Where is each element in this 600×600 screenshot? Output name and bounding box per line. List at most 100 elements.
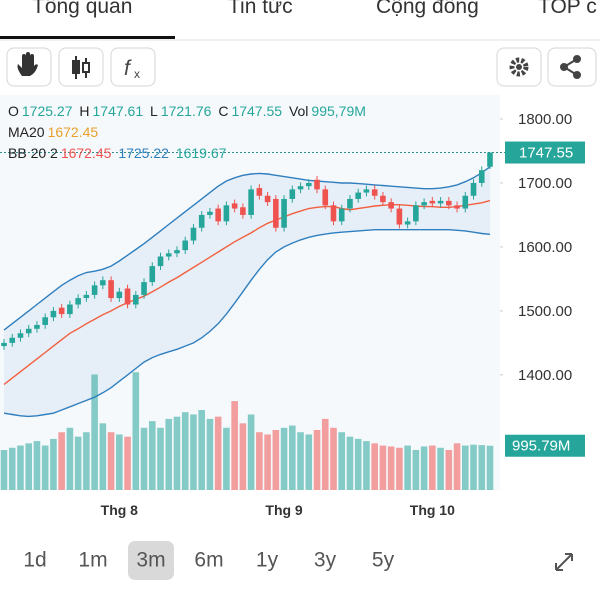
legend-key: O (8, 103, 19, 119)
function-icon: x (134, 67, 140, 81)
settings-icon (516, 64, 522, 70)
candle-body (190, 227, 197, 241)
volume-bar (239, 423, 247, 490)
candle-body (396, 208, 403, 225)
range-button[interactable]: 6m (194, 549, 223, 572)
volume-bar (50, 438, 57, 490)
candle-body (9, 337, 16, 343)
tab[interactable]: Cộng đồng (376, 0, 479, 18)
candle-body (67, 304, 73, 315)
candle-body (478, 170, 485, 183)
range-button[interactable]: 3y (314, 549, 337, 572)
volume-bar (8, 447, 16, 490)
legend-key: H (79, 103, 90, 119)
volume-bar (107, 432, 115, 490)
candle-body (91, 285, 98, 295)
candle-body (305, 182, 312, 187)
price-tag-label: 1747.55 (519, 145, 573, 162)
expand-icon[interactable] (555, 553, 573, 571)
candle-body (421, 202, 427, 206)
tab[interactable]: Tổng quan (32, 0, 132, 18)
volume-bar (83, 432, 90, 490)
candle-body (231, 203, 238, 209)
function-button[interactable] (110, 47, 156, 87)
candle-body (281, 198, 287, 228)
candle-body (17, 333, 24, 338)
y-tick-label: 1400.00 (518, 367, 572, 384)
range-button[interactable]: 1m (78, 549, 107, 572)
hand-icon (17, 52, 38, 76)
share-button[interactable] (547, 47, 597, 87)
volume-bar (116, 434, 123, 490)
volume-bar (17, 445, 24, 490)
candle-body (182, 240, 189, 251)
candle-button[interactable] (58, 47, 104, 87)
candle-body (240, 207, 246, 215)
legend: O 1725.27 H 1747.61 L 1721.76 C 1747.55 Vol 9… (8, 101, 369, 164)
volume-tag (505, 434, 585, 457)
volume-bar (264, 434, 271, 490)
range-button[interactable]: 1y (256, 549, 279, 572)
volume-bar (346, 436, 354, 490)
candle-body (347, 198, 353, 209)
volume-bar (272, 430, 280, 490)
y-tick-label: 1500.00 (518, 303, 572, 320)
candle-body (50, 310, 57, 318)
candle-body (487, 152, 493, 167)
volume-bar (91, 374, 98, 490)
toolbar: f x (6, 47, 597, 87)
candle-icon (72, 56, 90, 79)
volume-bar (0, 450, 8, 490)
candle-body (446, 200, 452, 206)
volume-bar (289, 425, 296, 490)
legend-value: 1721.76 (160, 103, 212, 119)
candle-body (330, 205, 337, 222)
range-button[interactable]: 3m (136, 549, 165, 572)
candle-body (363, 189, 370, 193)
volume-bar (173, 416, 181, 490)
candle-body (355, 192, 362, 199)
candle-body (454, 205, 460, 209)
range-button[interactable]: 1d (23, 549, 46, 572)
share-icon (560, 55, 581, 79)
volume-bar (330, 427, 337, 490)
ma-line (3, 199, 491, 386)
candle-body (124, 288, 131, 305)
x-tick-label: Thg 8 (101, 502, 139, 518)
volume-bar (231, 401, 238, 490)
settings-icon (509, 57, 529, 77)
legend-row: BB 20 2 1672.45 1725.22 1619.67 (8, 143, 369, 164)
candle-body (273, 198, 279, 228)
volume-bar (33, 441, 41, 490)
volume-bar (404, 445, 411, 490)
volume-bar (25, 443, 33, 490)
candle-body (198, 214, 205, 228)
volume-bar (305, 434, 313, 490)
volume-bar (371, 443, 378, 490)
candle-body (388, 202, 394, 209)
volume-bar (148, 421, 156, 490)
volume-bar (223, 427, 230, 490)
candle-body (429, 200, 436, 204)
volume-bar (256, 432, 263, 490)
tab[interactable]: TOP c (538, 0, 597, 18)
range-button[interactable]: 5y (372, 549, 395, 572)
volume-bar (165, 418, 173, 490)
candle-body (207, 211, 213, 215)
volume-bar (214, 416, 222, 490)
candle-body (256, 188, 263, 196)
legend-value: 1747.55 (231, 103, 283, 119)
candle-body (322, 189, 329, 206)
tab[interactable]: Tin tức (228, 0, 293, 18)
volume-bar (363, 441, 370, 490)
candle-body (25, 328, 32, 334)
legend-key: Vol (288, 103, 309, 119)
volume-bar (412, 450, 420, 490)
candle-body (132, 294, 139, 305)
candle-body (100, 280, 106, 286)
volume-bar (379, 445, 387, 490)
volume-bar (321, 418, 329, 490)
volume-bar (66, 427, 74, 490)
y-tick-label: 1600.00 (518, 239, 572, 256)
